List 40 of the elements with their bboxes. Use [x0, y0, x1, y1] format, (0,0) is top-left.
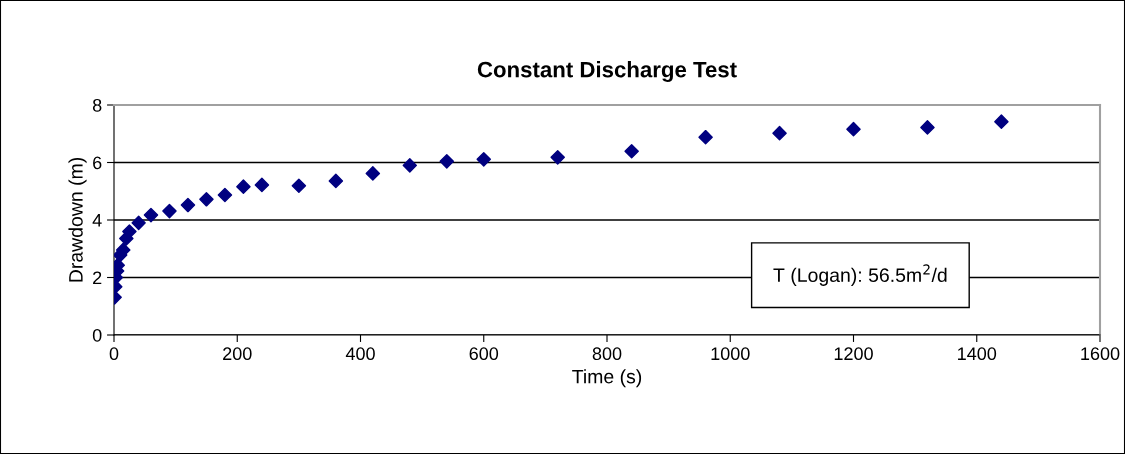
- point: [162, 203, 177, 219]
- y-axis-title: Drawdown (m): [68, 158, 87, 282]
- y-tick-label: 2: [93, 271, 102, 285]
- x-tick-label: 200: [223, 347, 252, 361]
- point: [122, 224, 137, 239]
- point: [624, 144, 639, 159]
- y-tick-label: 6: [93, 156, 102, 170]
- y-tick-label: 0: [92, 328, 102, 342]
- point: [236, 179, 251, 194]
- x-tick-label: 800: [592, 347, 622, 361]
- point: [328, 173, 344, 189]
- point: [698, 129, 713, 145]
- x-axis-title: Time (s): [572, 369, 642, 388]
- point: [143, 207, 159, 223]
- point: [920, 120, 935, 135]
- point: [476, 152, 492, 167]
- point: [846, 121, 861, 137]
- point: [365, 166, 381, 181]
- x-tick-label: 1200: [834, 347, 873, 361]
- point: [180, 197, 196, 213]
- x-tick-label: 1400: [958, 347, 997, 361]
- point: [199, 192, 214, 207]
- point: [254, 177, 270, 193]
- y-tick-label: 8: [92, 98, 102, 112]
- x-tick-label: 1000: [711, 347, 750, 361]
- point: [291, 178, 307, 194]
- x-tick-label: 1600: [1081, 347, 1120, 361]
- x-tick-label: 400: [345, 347, 375, 361]
- point: [772, 125, 787, 141]
- y-tick-label: 4: [92, 214, 102, 227]
- point: [131, 215, 146, 231]
- point: [994, 114, 1009, 129]
- point: [402, 158, 418, 173]
- point: [550, 150, 565, 165]
- x-tick-label: 600: [469, 347, 499, 361]
- x-tick-label: 0: [109, 347, 119, 361]
- point: [439, 154, 455, 169]
- chart-title: Constant Discharge Test: [477, 61, 737, 82]
- point: [217, 187, 233, 203]
- annotation: T (Logan): 56.5m$^{2}$/d: [773, 264, 947, 286]
